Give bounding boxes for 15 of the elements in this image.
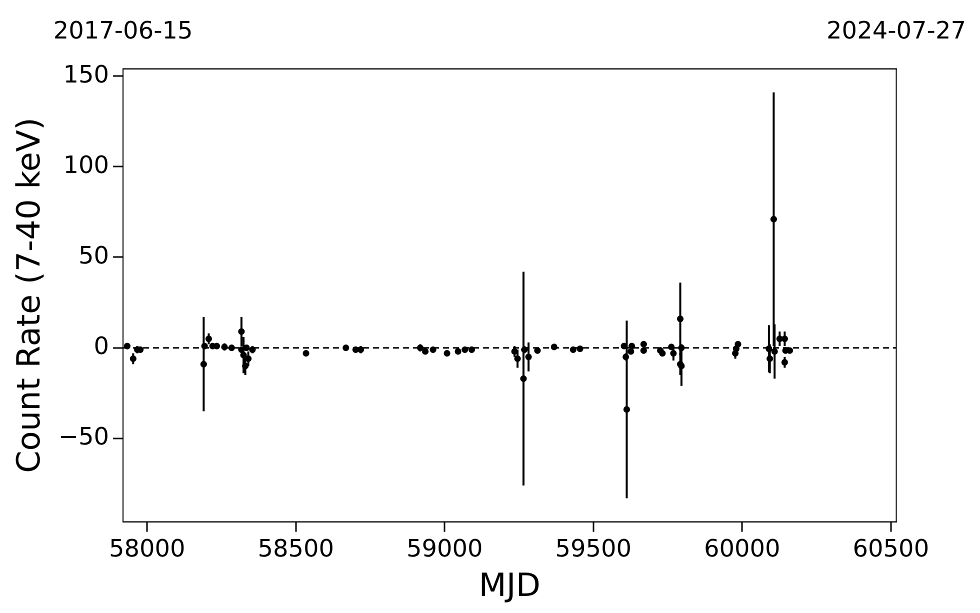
y-tick-label: 0 [94, 332, 110, 360]
x-tick-label: 59500 [555, 534, 632, 562]
y-tick-label: 150 [63, 60, 110, 88]
x2-tick-label: 2017-06-15 [53, 16, 193, 45]
x-tick-label: 60500 [852, 534, 930, 562]
x-axis-title: MJD [478, 566, 540, 604]
x-tick-label: 59000 [406, 534, 483, 562]
x2-tick-label: 2024-07-27 [826, 16, 966, 45]
y-tick-label: 50 [78, 241, 110, 270]
x-tick-label: 58500 [258, 534, 334, 562]
y-tick-label: −50 [58, 422, 110, 451]
y-axis-title: Count Rate (7-40 keV) [10, 118, 48, 474]
x-tick-label: 60000 [704, 534, 780, 562]
x-tick-label: 58000 [108, 534, 186, 562]
y-tick-label: 100 [63, 150, 110, 179]
